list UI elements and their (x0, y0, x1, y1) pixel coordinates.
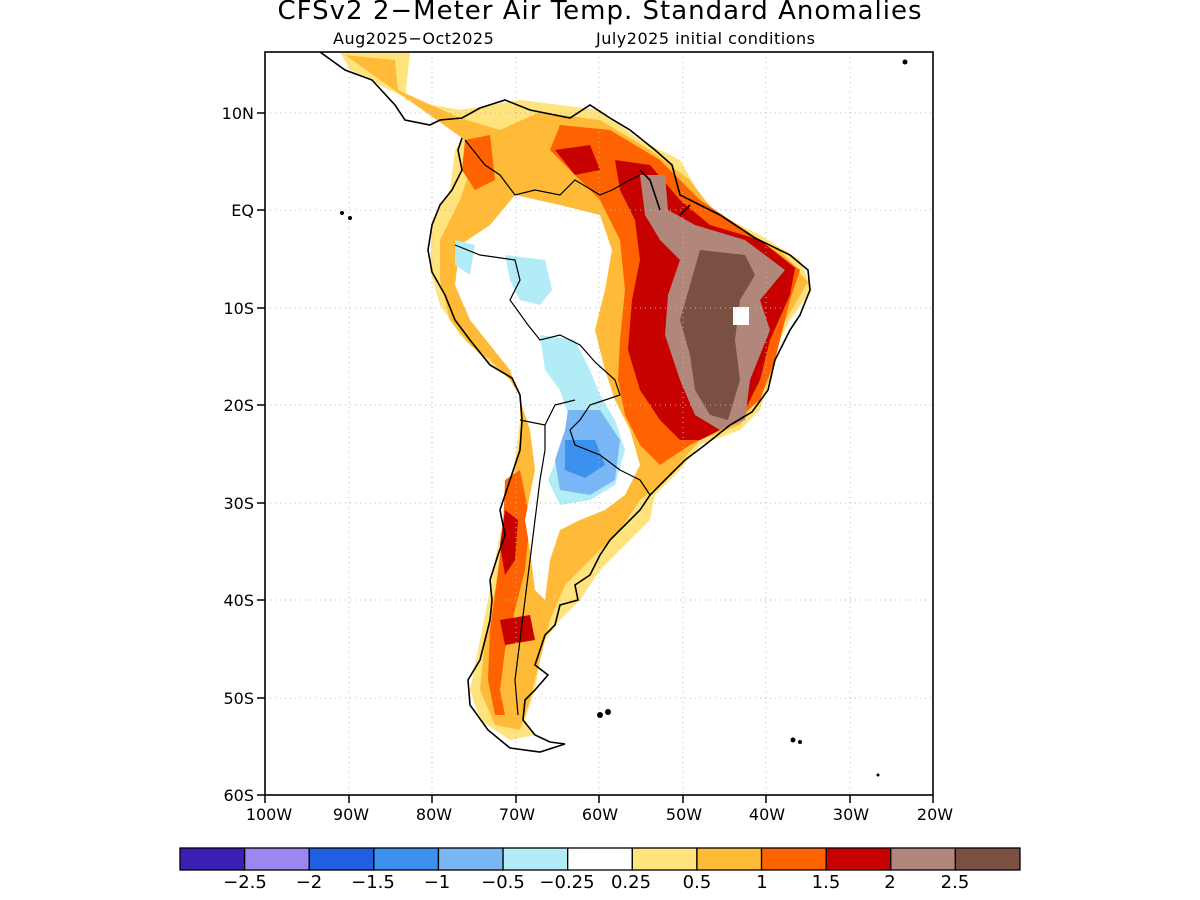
anomaly-gap (733, 307, 749, 325)
islands (340, 59, 908, 777)
anomaly-band-3 (680, 250, 755, 420)
lon-label: 50W (666, 805, 702, 824)
lat-label: 60S (223, 786, 254, 805)
colorbar-label: −0.5 (481, 872, 525, 893)
lat-label: EQ (231, 201, 254, 220)
colorbar-swatch (696, 847, 763, 871)
colorbar-swatch (954, 847, 1021, 871)
colorbar-label: −1 (423, 872, 451, 893)
lat-label: 40S (223, 591, 254, 610)
chart-title: CFSv2 2−Meter Air Temp. Standard Anomali… (277, 0, 923, 26)
colorbar-label: 0.5 (682, 872, 712, 893)
colorbar-swatch (243, 847, 310, 871)
lon-label: 80W (416, 805, 452, 824)
colorbar-label: 1.5 (811, 872, 841, 893)
colorbar-label: −0.25 (539, 872, 595, 893)
lon-label: 70W (499, 805, 535, 824)
colorbar-label: 2.5 (940, 872, 970, 893)
initial-conditions: July2025 initial conditions (596, 29, 816, 48)
colorbar-swatch (179, 847, 246, 871)
colorbar-icon (179, 847, 1021, 871)
colorbar-swatch (567, 847, 633, 871)
lon-label: 60W (582, 805, 618, 824)
lon-label: 30W (833, 805, 869, 824)
colorbar-swatch (631, 847, 698, 871)
forecast-period: Aug2025−Oct2025 (333, 29, 495, 48)
colorbar-swatch (890, 847, 957, 871)
lat-ticks (257, 112, 265, 796)
colorbar-swatch (437, 847, 504, 871)
colorbar-swatch (760, 847, 827, 871)
colorbar-swatch (308, 847, 375, 871)
coastline (319, 52, 811, 753)
colorbar-label: 1 (756, 872, 768, 893)
colorbar-label: 0.25 (610, 872, 652, 893)
lon-label: 40W (749, 805, 785, 824)
lat-label: 50S (223, 689, 254, 708)
lon-label: 100W (246, 805, 293, 824)
colorbar-label: −1.5 (351, 872, 395, 893)
lat-label: 10N (222, 104, 254, 123)
anomaly-band-neg-1.5 (565, 440, 605, 478)
colorbar-swatch (825, 847, 892, 871)
lat-label: 20S (223, 396, 254, 415)
colorbar-swatch (502, 847, 569, 871)
colorbar-label: 2 (884, 872, 896, 893)
anomaly-band-neg-0.25 (455, 195, 640, 600)
colorbar-swatch (373, 847, 440, 871)
lon-label: 20W (917, 805, 953, 824)
lat-label: 30S (223, 494, 254, 513)
lon-label: 90W (333, 805, 369, 824)
country-borders (454, 139, 651, 716)
colorbar-label: −2.5 (223, 872, 267, 893)
anomaly-field (340, 52, 812, 740)
lon-ticks (264, 795, 934, 803)
lat-label: 10S (223, 299, 254, 318)
colorbar-label: −2 (295, 872, 323, 893)
